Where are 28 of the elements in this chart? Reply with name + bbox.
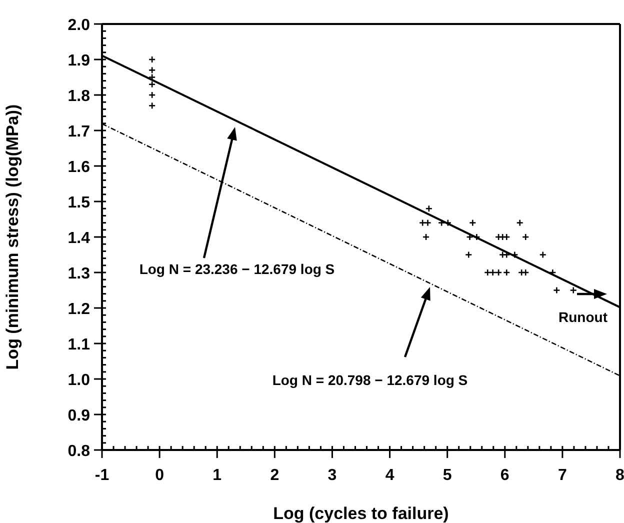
y-tick-label: 1.8 — [68, 88, 90, 105]
y-tick-label: 1.3 — [68, 266, 90, 282]
x-tick-label: 0 — [155, 467, 164, 484]
y-tick-label: 0.9 — [68, 408, 90, 424]
y-tick-label: 1.0 — [68, 372, 90, 389]
annotation: Runout — [558, 309, 608, 325]
y-tick-label: 1.9 — [68, 52, 90, 70]
x-tick-label: 5 — [442, 467, 452, 484]
y-tick-label: 0.8 — [68, 443, 90, 460]
x-tick-label: 7 — [558, 467, 567, 484]
x-tick-label: 2 — [270, 467, 280, 484]
x-tick-label: 4 — [385, 467, 394, 484]
y-tick-label: 1.6 — [68, 159, 90, 176]
y-tick-label: 1.7 — [68, 124, 90, 140]
annotation: Log N = 20.798 − 12.679 log S — [272, 372, 468, 388]
x-tick-label: 6 — [500, 467, 510, 484]
x-tick-label: 8 — [616, 467, 624, 484]
x-tick-label: 3 — [328, 467, 337, 484]
y-axis-title: Log (minimum stress) (log(MPa)) — [3, 104, 22, 370]
y-tick-label: 1.4 — [68, 230, 90, 247]
x-tick-label: 1 — [212, 467, 222, 484]
x-axis-title: Log (cycles to failure) — [273, 504, 449, 523]
y-tick-label: 2.0 — [68, 17, 90, 34]
annotation: Log N = 23.236 − 12.679 log S — [139, 261, 335, 277]
y-tick-label: 1.1 — [68, 336, 90, 354]
y-tick-label: 1.2 — [68, 301, 90, 318]
x-tick-label: -1 — [94, 467, 110, 484]
y-tick-label: 1.5 — [68, 194, 90, 212]
